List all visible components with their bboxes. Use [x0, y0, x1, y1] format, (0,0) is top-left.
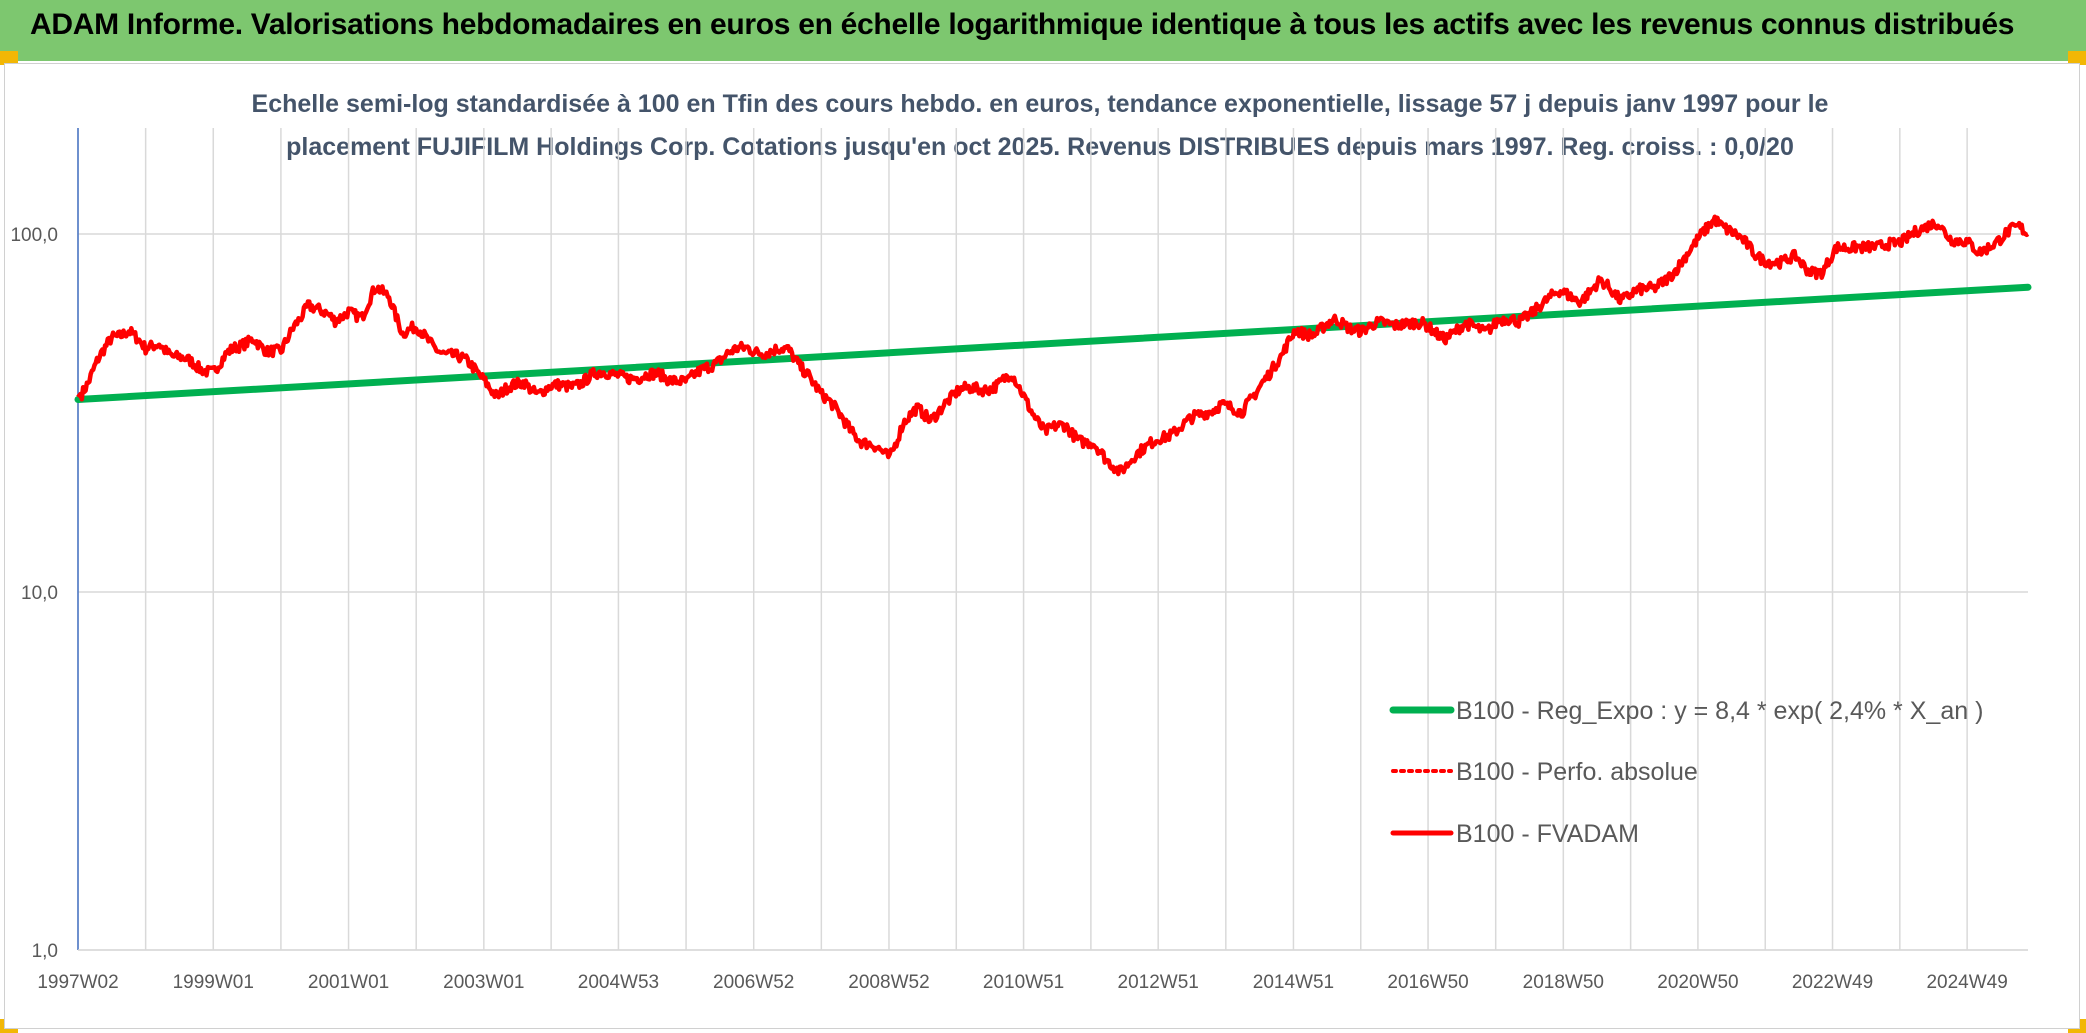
x-tick-label: 2008W52 — [848, 972, 929, 993]
x-tick-label: 2020W50 — [1657, 972, 1738, 993]
legend-label: B100 - Perfo. absolue — [1456, 758, 1698, 786]
report-title: ADAM Informe. Valorisations hebdomadaire… — [30, 8, 2015, 41]
chart-axes — [77, 128, 2028, 951]
x-tick-label: 2003W01 — [443, 972, 524, 993]
corner-marker-top-left — [0, 51, 18, 65]
y-tick-label: 100,0 — [10, 225, 58, 246]
x-tick-label: 2024W49 — [1926, 972, 2007, 993]
corner-marker-top-right — [2068, 51, 2086, 65]
x-tick-label: 1999W01 — [173, 972, 254, 993]
legend-item-perfo-absolue: B100 - Perfo. absolue — [1391, 758, 1698, 786]
y-tick-label: 10,0 — [21, 583, 58, 604]
y-axis-labels: 1,0 10,0 100,0 — [10, 225, 58, 962]
x-tick-label: 2022W49 — [1792, 972, 1873, 993]
chart-subtitle-line-2: placement FUJIFILM Holdings Corp. Cotati… — [286, 133, 1794, 161]
y-tick-label: 1,0 — [32, 941, 58, 962]
chart-area — [4, 63, 2080, 1029]
legend-item-regression: B100 - Reg_Expo : y = 8,4 * exp( 2,4% * … — [1389, 697, 1983, 725]
legend-label: B100 - Reg_Expo : y = 8,4 * exp( 2,4% * … — [1456, 697, 1983, 725]
chart-subtitle-line-1: Echelle semi-log standardisée à 100 en T… — [251, 90, 1829, 118]
x-tick-label: 2012W51 — [1118, 972, 1199, 993]
series-line-fvadam — [76, 214, 2030, 477]
x-tick-label: 2004W53 — [578, 972, 659, 993]
x-tick-label: 2014W51 — [1253, 972, 1334, 993]
chart-grid — [77, 128, 2028, 951]
chart-legend: B100 - Reg_Expo : y = 8,4 * exp( 2,4% * … — [1389, 697, 1983, 848]
series-line-regression — [74, 283, 2032, 403]
legend-label: B100 - FVADAM — [1456, 820, 1639, 848]
x-tick-label: 2018W50 — [1523, 972, 1604, 993]
legend-item-fvadam: B100 - FVADAM — [1390, 820, 1639, 848]
report-banner: ADAM Informe. Valorisations hebdomadaire… — [0, 0, 2086, 61]
x-axis-labels: 1997W02 1999W01 2001W01 2003W01 2004W53 2006W… — [37, 972, 2007, 993]
chart-series — [74, 214, 2032, 477]
x-tick-label: 2016W50 — [1387, 972, 1468, 993]
x-tick-label: 1997W02 — [37, 972, 118, 993]
x-tick-label: 2006W52 — [713, 972, 794, 993]
x-tick-label: 2010W51 — [983, 972, 1064, 993]
x-tick-label: 2001W01 — [308, 972, 389, 993]
